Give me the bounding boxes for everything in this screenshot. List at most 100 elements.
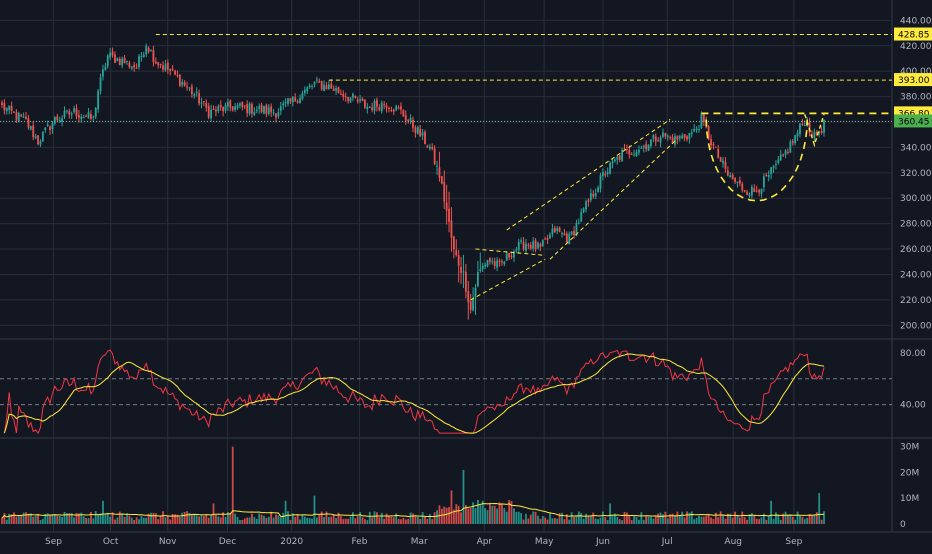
candle[interactable]	[686, 134, 688, 142]
candle[interactable]	[808, 117, 811, 137]
candle[interactable]	[565, 231, 568, 245]
candle[interactable]	[123, 55, 126, 64]
volume-bar[interactable]	[157, 519, 160, 524]
candle[interactable]	[397, 105, 400, 110]
candle[interactable]	[142, 51, 145, 58]
candle[interactable]	[291, 96, 294, 107]
candle[interactable]	[258, 103, 261, 114]
volume-bar[interactable]	[710, 517, 712, 524]
volume-bar[interactable]	[671, 513, 674, 524]
candle[interactable]	[308, 83, 311, 89]
volume-bar[interactable]	[41, 518, 44, 524]
candle[interactable]	[775, 160, 777, 170]
candle[interactable]	[517, 238, 520, 254]
volume-bar[interactable]	[272, 517, 275, 524]
volume-bar[interactable]	[34, 515, 37, 524]
candle[interactable]	[479, 252, 482, 273]
volume-bar[interactable]	[63, 511, 66, 524]
candle[interactable]	[325, 82, 328, 90]
candle[interactable]	[424, 129, 426, 145]
volume-bar[interactable]	[650, 516, 652, 524]
volume-bar[interactable]	[260, 514, 263, 524]
candle[interactable]	[294, 93, 297, 102]
volume-bar[interactable]	[811, 515, 813, 524]
volume-bar[interactable]	[188, 512, 191, 524]
candle[interactable]	[251, 101, 253, 118]
candle[interactable]	[145, 43, 148, 58]
candle[interactable]	[777, 155, 780, 165]
volume-bar[interactable]	[90, 512, 92, 524]
volume-bar[interactable]	[15, 516, 18, 524]
candle[interactable]	[239, 102, 241, 109]
volume-bar[interactable]	[255, 518, 258, 524]
volume-bar[interactable]	[455, 504, 458, 524]
volume-bar[interactable]	[145, 517, 148, 524]
candle[interactable]	[452, 235, 455, 259]
candle[interactable]	[638, 145, 640, 156]
rsi-ma-line[interactable]	[3, 353, 825, 434]
candle[interactable]	[678, 134, 681, 142]
volume-bar[interactable]	[784, 511, 787, 524]
candle[interactable]	[657, 137, 660, 142]
candle[interactable]	[178, 73, 181, 88]
candle[interactable]	[361, 97, 364, 102]
volume-bar[interactable]	[777, 514, 780, 524]
candle[interactable]	[445, 184, 448, 225]
candle[interactable]	[248, 101, 251, 116]
volume-bar[interactable]	[558, 513, 561, 524]
volume-bar[interactable]	[520, 513, 523, 524]
candle[interactable]	[354, 95, 357, 99]
volume-bar[interactable]	[337, 512, 340, 524]
volume-bar[interactable]	[99, 513, 102, 524]
volume-bar[interactable]	[582, 518, 585, 524]
candle[interactable]	[796, 129, 799, 142]
candle[interactable]	[438, 151, 441, 182]
candle[interactable]	[640, 145, 643, 149]
candle[interactable]	[784, 149, 787, 159]
candle[interactable]	[599, 172, 602, 193]
volume-bar[interactable]	[808, 514, 811, 524]
candle[interactable]	[758, 188, 761, 197]
volume-bar[interactable]	[243, 518, 246, 524]
candle[interactable]	[102, 64, 104, 81]
candle[interactable]	[428, 143, 431, 151]
candle[interactable]	[159, 63, 162, 69]
candle[interactable]	[380, 100, 383, 114]
volume-bar[interactable]	[205, 514, 208, 524]
candle[interactable]	[404, 110, 407, 125]
candle[interactable]	[128, 60, 131, 69]
candle[interactable]	[522, 237, 525, 252]
volume-bar[interactable]	[755, 518, 758, 524]
volume-bar[interactable]	[738, 517, 741, 524]
volume-bar[interactable]	[688, 512, 691, 524]
candle[interactable]	[190, 83, 193, 98]
candle[interactable]	[748, 192, 751, 199]
candle[interactable]	[263, 105, 265, 115]
volume-bar[interactable]	[611, 514, 614, 524]
volume-bar[interactable]	[118, 511, 121, 524]
candle[interactable]	[767, 170, 770, 182]
candle[interactable]	[462, 254, 465, 288]
volume-bar[interactable]	[541, 516, 544, 524]
volume-bar[interactable]	[796, 511, 799, 524]
volume-bar[interactable]	[73, 517, 76, 524]
volume-bar[interactable]	[289, 520, 292, 524]
volume-bar[interactable]	[402, 517, 405, 524]
candle[interactable]	[501, 259, 503, 266]
candle[interactable]	[58, 116, 61, 123]
candle[interactable]	[359, 94, 362, 104]
candle[interactable]	[760, 188, 763, 198]
candle[interactable]	[525, 238, 527, 254]
volume-bar[interactable]	[431, 519, 434, 524]
volume-bar[interactable]	[104, 514, 107, 524]
volume-bar[interactable]	[549, 513, 551, 524]
volume-bar[interactable]	[676, 511, 679, 524]
volume-bar[interactable]	[818, 493, 821, 524]
volume-bar[interactable]	[440, 508, 443, 524]
candle[interactable]	[695, 126, 698, 133]
volume-bar[interactable]	[719, 511, 722, 524]
volume-bar[interactable]	[277, 515, 280, 524]
candle[interactable]	[702, 113, 705, 127]
volume-bar[interactable]	[227, 512, 229, 524]
volume-bar[interactable]	[397, 518, 400, 524]
